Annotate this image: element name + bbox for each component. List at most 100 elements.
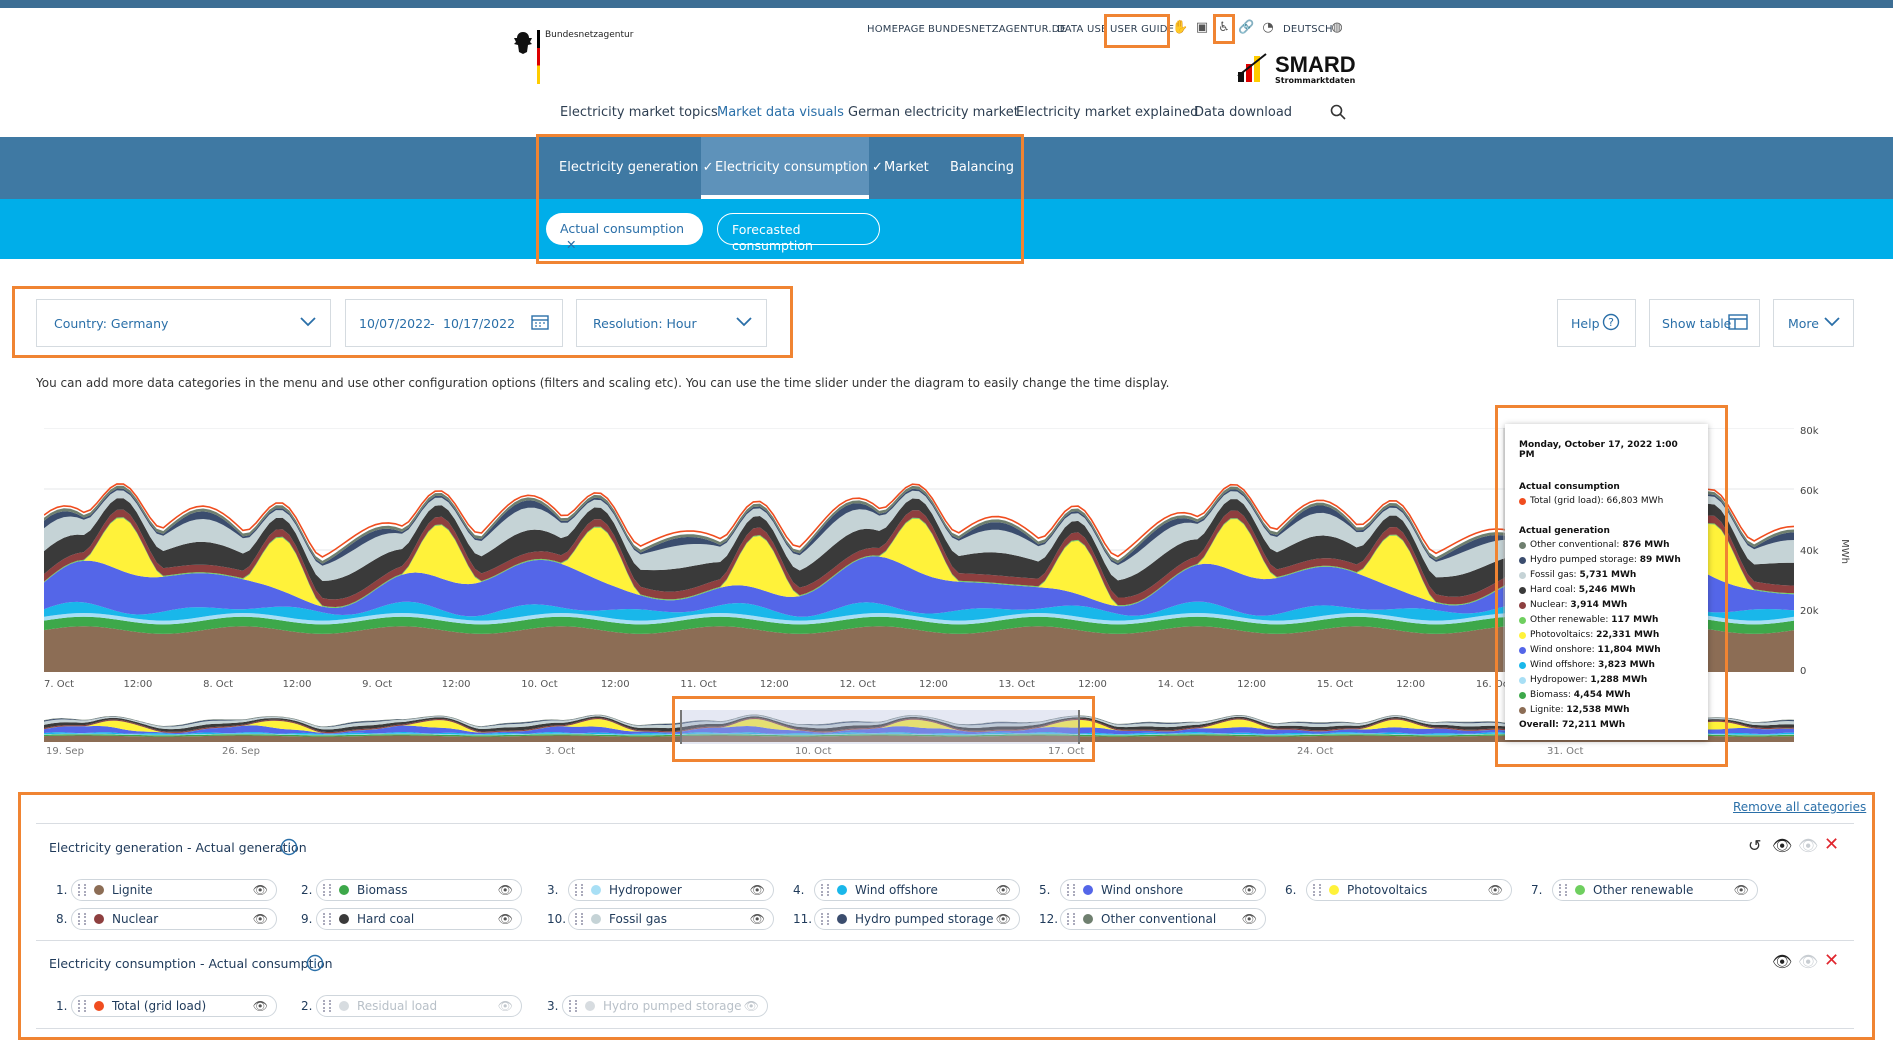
eye-icon[interactable]: 👁: [1772, 836, 1793, 855]
util-link-data-use[interactable]: DATA USE: [1057, 24, 1108, 35]
nav-german-electricity-market[interactable]: German electricity market: [848, 105, 1019, 120]
show-table-button[interactable]: [1649, 299, 1760, 347]
eye-icon[interactable]: 👁: [1733, 883, 1749, 897]
eye-icon[interactable]: 👁: [1241, 912, 1257, 926]
eye-icon[interactable]: 👁: [743, 999, 759, 1013]
search-icon[interactable]: [1330, 104, 1346, 120]
more-button[interactable]: [1773, 299, 1854, 347]
eye-icon[interactable]: 👁: [995, 912, 1011, 926]
drag-handle-icon[interactable]: [575, 913, 583, 925]
close-icon[interactable]: ✕: [566, 237, 577, 252]
area-series-biomass[interactable]: [44, 616, 1794, 634]
category-chip[interactable]: Other renewable 👁: [1552, 879, 1758, 901]
close-icon[interactable]: ✕: [1824, 950, 1840, 971]
category-chip[interactable]: Nuclear 👁: [71, 908, 277, 930]
help-button[interactable]: [1557, 299, 1636, 347]
area-series-wind-onshore[interactable]: [44, 725, 1794, 735]
util-link-user-guide[interactable]: USER GUIDE: [1110, 24, 1175, 35]
category-chip[interactable]: Hard coal 👁: [316, 908, 522, 930]
close-icon[interactable]: ✕: [1824, 834, 1840, 855]
drag-handle-icon[interactable]: [1067, 913, 1075, 925]
area-series-hydropower[interactable]: [44, 613, 1794, 625]
area-series-fossil-gas[interactable]: [44, 715, 1794, 730]
eye-icon[interactable]: 👁: [995, 883, 1011, 897]
info-icon[interactable]: i: [306, 954, 324, 972]
eye-icon[interactable]: 👁: [252, 912, 268, 926]
tab-electricity-generation[interactable]: Electricity generation ✓: [559, 160, 714, 175]
drag-handle-icon[interactable]: [575, 884, 583, 896]
area-series-photovoltaics[interactable]: [44, 719, 1794, 734]
category-chip[interactable]: Hydro pumped storage 👁: [814, 908, 1020, 930]
category-chip[interactable]: Wind onshore 👁: [1060, 879, 1266, 901]
subtab-actual-consumption[interactable]: Actual consumption ✕: [546, 213, 703, 252]
accessibility-icon[interactable]: ♿: [1218, 20, 1230, 35]
category-chip[interactable]: Hydro pumped storage 👁: [562, 995, 768, 1017]
category-chip[interactable]: Photovoltaics 👁: [1306, 879, 1512, 901]
nav-market-data-visuals[interactable]: Market data visuals: [717, 105, 844, 120]
subtab-forecasted-consumption[interactable]: Forecasted consumption: [717, 213, 880, 253]
eye-icon[interactable]: 👁: [749, 883, 765, 897]
drag-handle-icon[interactable]: [1559, 884, 1567, 896]
drag-handle-icon[interactable]: [78, 1000, 86, 1012]
tab-electricity-consumption[interactable]: Electricity consumption ✓: [715, 160, 883, 175]
drag-handle-icon[interactable]: [323, 913, 331, 925]
stacked-area-chart[interactable]: [44, 428, 1794, 672]
drag-handle-icon[interactable]: [323, 1000, 331, 1012]
area-series-fossil-gas[interactable]: [44, 490, 1794, 581]
language-switch[interactable]: DEUTSCH: [1283, 24, 1333, 35]
drag-handle-icon[interactable]: [78, 884, 86, 896]
eye-icon[interactable]: 👁: [1241, 883, 1257, 897]
eye-off-icon[interactable]: 👁: [1798, 952, 1819, 971]
line-series-total-grid-load[interactable]: [44, 483, 1794, 558]
area-series-photovoltaics[interactable]: [44, 518, 1794, 608]
util-link-bnetza[interactable]: BUNDESNETZAGENTUR.DE: [928, 24, 1067, 35]
slider-window[interactable]: [680, 710, 1080, 744]
easy-language-icon[interactable]: ▣: [1195, 20, 1209, 35]
time-slider-navigator[interactable]: [44, 712, 1794, 742]
area-series-lignite[interactable]: [44, 735, 1794, 743]
eye-icon[interactable]: 👁: [497, 883, 513, 897]
area-series-lignite[interactable]: [44, 626, 1794, 672]
area-series-hard-coal[interactable]: [44, 716, 1794, 732]
eye-icon[interactable]: 👁: [749, 912, 765, 926]
drag-handle-icon[interactable]: [569, 1000, 577, 1012]
rss-icon[interactable]: ◔: [1262, 20, 1274, 35]
drag-handle-icon[interactable]: [1067, 884, 1075, 896]
eye-icon[interactable]: 👁: [1487, 883, 1503, 897]
area-series-wind-offshore[interactable]: [44, 732, 1794, 735]
eye-icon[interactable]: 👁: [497, 912, 513, 926]
link-icon[interactable]: 🔗: [1238, 20, 1255, 35]
eye-icon[interactable]: 👁: [497, 999, 513, 1013]
area-series-nuclear[interactable]: [44, 717, 1794, 734]
nav-data-download[interactable]: Data download: [1194, 105, 1293, 120]
nav-electricity-market-explained[interactable]: Electricity market explained: [1016, 105, 1199, 120]
drag-handle-icon[interactable]: [323, 884, 331, 896]
date-range-picker[interactable]: [345, 299, 563, 347]
calendar-icon[interactable]: [531, 314, 549, 330]
category-chip[interactable]: Wind offshore 👁: [814, 879, 1020, 901]
reset-icon[interactable]: ↺: [1748, 836, 1762, 855]
tab-market[interactable]: Market: [884, 160, 929, 175]
category-chip[interactable]: Total (grid load) 👁: [71, 995, 277, 1017]
drag-handle-icon[interactable]: [821, 884, 829, 896]
area-series-hydropower[interactable]: [44, 733, 1794, 736]
area-series-wind-offshore[interactable]: [44, 601, 1794, 621]
drag-handle-icon[interactable]: [821, 913, 829, 925]
drag-handle-icon[interactable]: [78, 913, 86, 925]
brand-name[interactable]: SMARD: [1275, 52, 1356, 77]
tab-balancing[interactable]: Balancing: [950, 160, 1014, 175]
drag-handle-icon[interactable]: [1313, 884, 1321, 896]
eye-icon[interactable]: 👁: [252, 883, 268, 897]
eye-icon[interactable]: 👁: [252, 999, 268, 1013]
util-link-homepage[interactable]: HOMEPAGE: [867, 24, 926, 35]
eye-icon[interactable]: 👁: [1772, 952, 1793, 971]
nav-electricity-market-topics[interactable]: Electricity market topics: [560, 105, 718, 120]
country-select[interactable]: [36, 299, 331, 347]
category-chip[interactable]: Fossil gas 👁: [568, 908, 774, 930]
category-chip[interactable]: Other conventional 👁: [1060, 908, 1266, 930]
category-chip[interactable]: Residual load 👁: [316, 995, 522, 1017]
globe-icon[interactable]: ◍: [1331, 20, 1343, 35]
category-chip[interactable]: Biomass 👁: [316, 879, 522, 901]
area-series-biomass[interactable]: [44, 734, 1794, 737]
sign-language-icon[interactable]: ✋: [1172, 20, 1189, 35]
